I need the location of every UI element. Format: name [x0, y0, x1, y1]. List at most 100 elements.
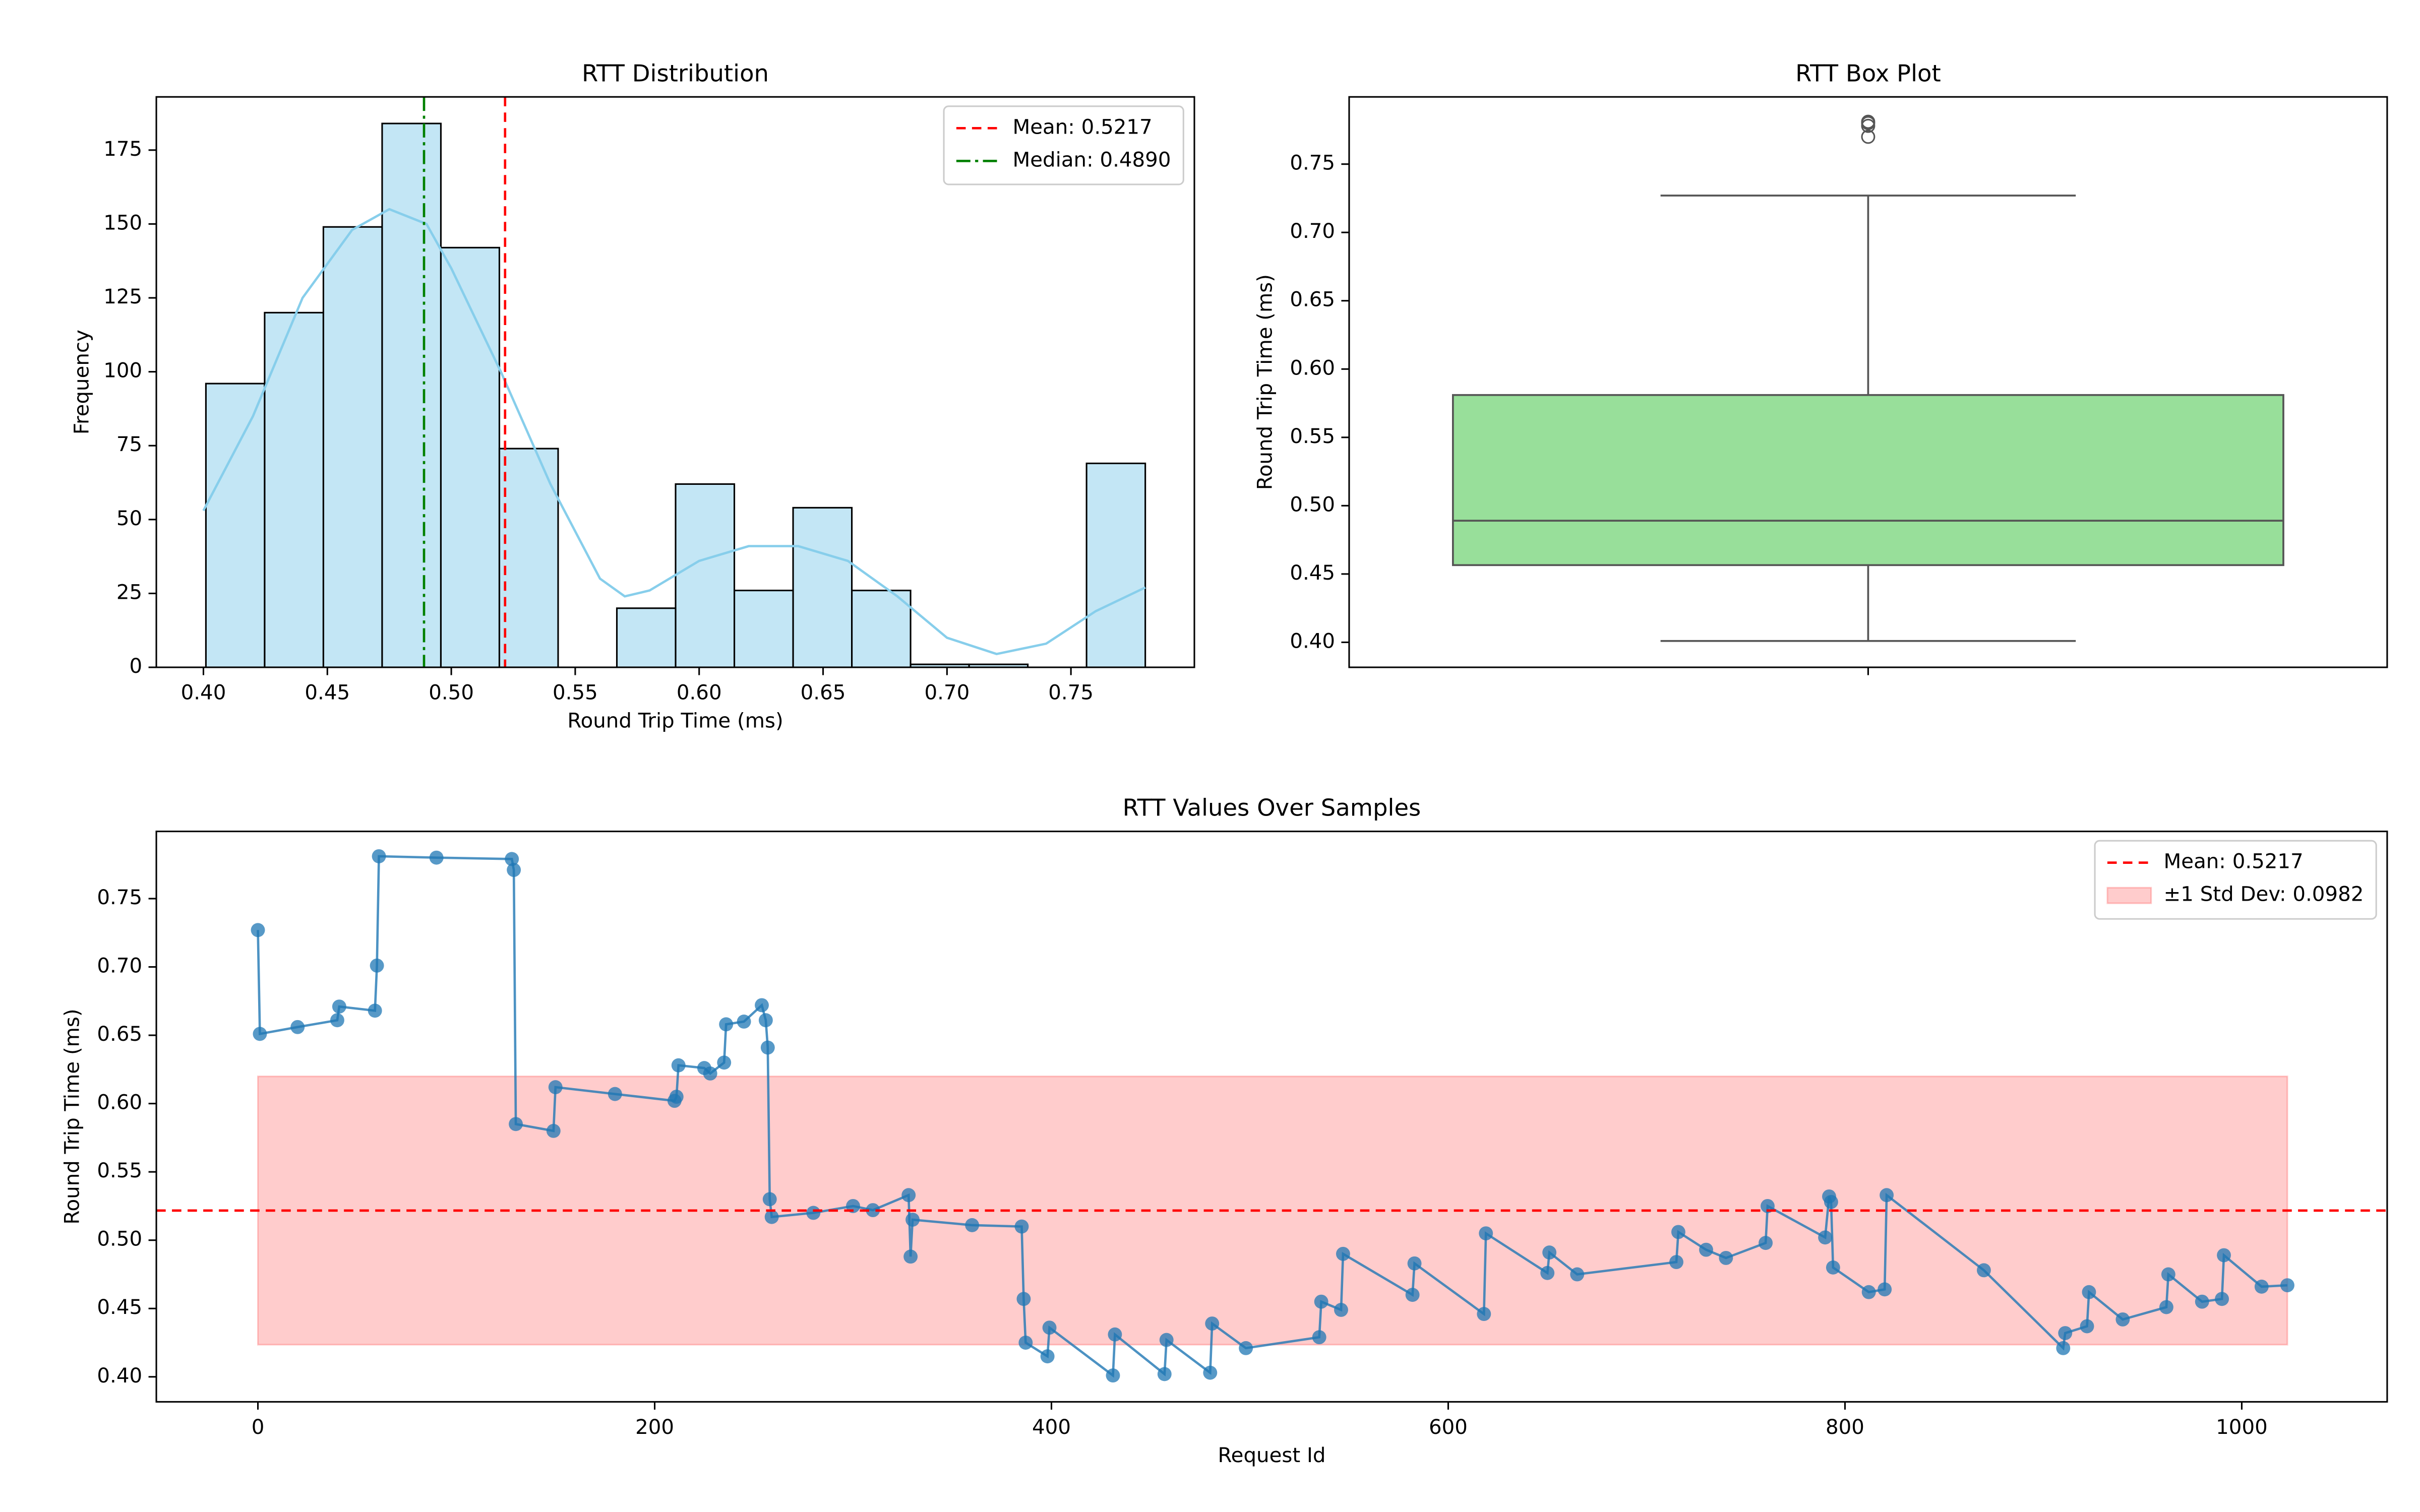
bar — [322, 226, 383, 668]
point — [1826, 1260, 1840, 1275]
point — [1477, 1307, 1491, 1321]
point — [509, 1117, 523, 1131]
point — [2082, 1285, 2096, 1299]
x-tick-label: 0.55 — [553, 681, 598, 705]
bar — [1085, 462, 1146, 668]
point — [1159, 1333, 1174, 1347]
point — [1976, 1263, 1991, 1278]
chart-title: RTT Distribution — [582, 59, 769, 87]
point — [764, 1210, 779, 1224]
x-tick-label: 200 — [635, 1415, 674, 1439]
point — [737, 1015, 751, 1029]
point — [1336, 1246, 1350, 1261]
y-tick-label: 0.55 — [1290, 424, 1335, 448]
point — [546, 1123, 561, 1138]
chart-title: RTT Values Over Samples — [1123, 794, 1421, 822]
point — [2217, 1248, 2231, 1263]
point — [2280, 1278, 2294, 1293]
point — [1719, 1250, 1733, 1265]
y-tick-label: 0.75 — [1290, 151, 1335, 175]
x-tick-label: 800 — [1826, 1415, 1864, 1439]
point — [368, 1003, 382, 1018]
point — [755, 998, 769, 1013]
point — [760, 1040, 775, 1055]
point — [608, 1087, 622, 1101]
point — [1203, 1365, 1218, 1380]
point — [330, 1013, 344, 1028]
bar — [264, 311, 324, 668]
point — [717, 1055, 732, 1070]
x-tick-label: 600 — [1429, 1415, 1468, 1439]
point — [1016, 1292, 1031, 1306]
bar — [851, 590, 912, 668]
point — [290, 1020, 305, 1034]
point — [1671, 1225, 1685, 1239]
point — [253, 1027, 267, 1041]
point — [905, 1213, 920, 1227]
point — [1040, 1349, 1055, 1364]
point — [505, 852, 519, 866]
point — [1759, 1236, 1773, 1250]
legend-label: Mean: 0.5217 — [2164, 850, 2304, 873]
point — [2159, 1300, 2173, 1314]
x-tick-label: 0.65 — [801, 681, 846, 705]
y-tick-label: 0.60 — [1290, 356, 1335, 380]
y-tick-label: 0.75 — [97, 886, 142, 909]
plot-area — [156, 849, 2387, 1383]
y-tick-label: 75 — [116, 432, 142, 456]
point — [1818, 1230, 1833, 1245]
box — [1452, 394, 2284, 566]
point — [2056, 1341, 2071, 1355]
x-tick-label: 0.70 — [924, 681, 970, 705]
y-tick-label: 100 — [103, 359, 142, 383]
y-axis-label: Round Trip Time (ms) — [60, 1009, 84, 1224]
y-tick-label: 0.45 — [97, 1295, 142, 1319]
y-axis-label: Frequency — [70, 330, 93, 434]
y-tick-label: 150 — [103, 211, 142, 234]
y-tick-label: 0.40 — [1290, 629, 1335, 653]
chart-title: RTT Box Plot — [1795, 59, 1941, 87]
point — [901, 1188, 916, 1203]
point — [1106, 1368, 1120, 1383]
y-tick-label: 0.70 — [1290, 219, 1335, 243]
y-tick-label: 50 — [116, 507, 142, 530]
point — [758, 1013, 773, 1028]
point — [1108, 1327, 1122, 1342]
x-tick-label: 0.40 — [181, 681, 226, 705]
y-tick-label: 0.60 — [97, 1091, 142, 1114]
point — [671, 1058, 686, 1073]
point — [1014, 1219, 1029, 1234]
x-tick-label: 0 — [252, 1415, 265, 1439]
y-tick-label: 25 — [116, 580, 142, 604]
x-tick-label: 0.60 — [677, 681, 722, 705]
y-axis-label: Round Trip Time (ms) — [1253, 274, 1277, 490]
bar — [205, 383, 266, 668]
plot-area — [202, 97, 1146, 668]
point — [1699, 1242, 1713, 1257]
point — [762, 1192, 777, 1207]
outlier — [1861, 130, 1876, 144]
point — [2080, 1319, 2094, 1334]
x-tick-label: 400 — [1032, 1415, 1071, 1439]
point — [2161, 1267, 2175, 1282]
point — [507, 863, 521, 877]
point — [1880, 1188, 1894, 1203]
bar — [792, 507, 853, 668]
point — [1542, 1245, 1557, 1260]
point — [2058, 1326, 2073, 1340]
point — [1042, 1320, 1057, 1335]
y-tick-label: 0.70 — [97, 954, 142, 978]
point — [1540, 1266, 1555, 1280]
point — [1570, 1267, 1585, 1282]
point — [1878, 1282, 1892, 1297]
plot-area — [1452, 114, 2284, 642]
y-tick-label: 125 — [103, 285, 142, 308]
point — [370, 958, 384, 973]
axes-frame — [155, 831, 2388, 1403]
y-tick-label: 0.65 — [1290, 288, 1335, 311]
axes-frame — [1348, 96, 2388, 668]
point — [429, 850, 444, 865]
point — [866, 1203, 880, 1218]
bar — [440, 246, 501, 668]
